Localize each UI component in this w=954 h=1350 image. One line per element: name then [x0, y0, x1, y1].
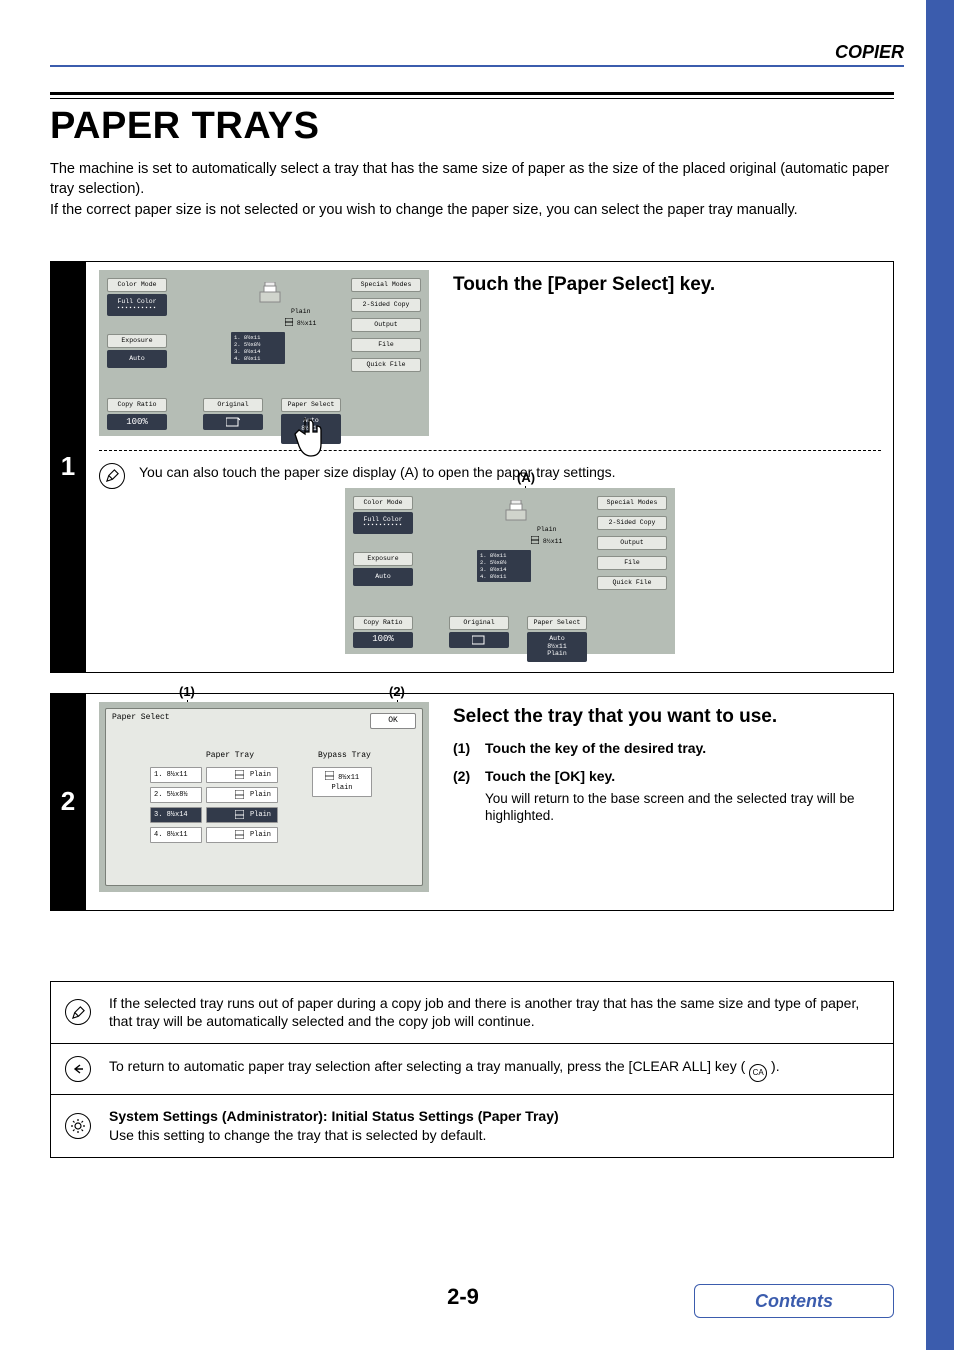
contents-button[interactable]: Contents: [694, 1284, 894, 1318]
tray-3-button-selected[interactable]: 3. 8½x14: [150, 807, 202, 823]
step-2: 2 (1) (2) Paper Select OK Paper: [50, 693, 894, 911]
paper-tray-col-label: Paper Tray: [206, 751, 254, 760]
center-paper-size: 8½x11: [285, 318, 316, 327]
note-2-text: To return to automatic paper tray select…: [109, 1057, 879, 1082]
exposure-value: Auto: [107, 350, 167, 368]
file-button-2[interactable]: File: [597, 556, 667, 570]
intro-text: The machine is set to automatically sele…: [50, 160, 894, 221]
color-mode-value: Full Color ▪▪▪▪▪▪▪▪▪▪: [107, 294, 167, 316]
center-paper-type-2: Plain: [537, 526, 557, 533]
step-1-heading: Touch the [Paper Select] key.: [453, 274, 881, 296]
intro-line-2: If the correct paper size is not selecte…: [50, 201, 894, 221]
color-mode-button[interactable]: Color Mode: [107, 278, 167, 292]
paper-select-title: Paper Select: [112, 713, 170, 722]
pencil-note-icon-2: [65, 999, 91, 1025]
output-button-2[interactable]: Output: [597, 536, 667, 550]
side-stripe: [926, 0, 954, 1350]
original-button[interactable]: Original: [203, 398, 263, 412]
two-sided-copy-button-2[interactable]: 2-Sided Copy: [597, 516, 667, 530]
center-paper-size-2: 8½x11: [531, 536, 562, 545]
notes-box: If the selected tray runs out of paper d…: [50, 981, 894, 1159]
copier-panel-bottom: Color Mode Full Color ▪▪▪▪▪▪▪▪▪▪ Exposur…: [345, 488, 675, 654]
center-paper-type: Plain: [291, 308, 311, 315]
printer-icon-2: [501, 500, 531, 524]
step-2-heading: Select the tray that you want to use.: [453, 706, 881, 728]
tray-3-type-selected[interactable]: Plain: [206, 807, 278, 823]
color-mode-value-2: Full Color ▪▪▪▪▪▪▪▪▪▪: [353, 512, 413, 534]
sub-1-text: Touch the key of the desired tray.: [485, 740, 706, 756]
file-button[interactable]: File: [351, 338, 421, 352]
tray-2-button[interactable]: 2. 5½x8½: [150, 787, 202, 803]
step-number-badge: 1: [50, 261, 86, 673]
color-mode-button-2[interactable]: Color Mode: [353, 496, 413, 510]
printer-icon: [255, 282, 285, 306]
bypass-tray-col-label: Bypass Tray: [318, 751, 371, 760]
copy-ratio-value-2: 100%: [353, 632, 413, 648]
callout-a-label: (A): [517, 470, 535, 485]
tray-1-button[interactable]: 1. 8½x11: [150, 767, 202, 783]
sub-1-num: (1): [453, 740, 477, 756]
ok-button[interactable]: OK: [370, 713, 416, 729]
return-icon: [65, 1056, 91, 1082]
header-bar: COPIER: [50, 42, 904, 67]
paper-select-button[interactable]: Paper Select: [281, 398, 341, 412]
step-1-note: You can also touch the paper size displa…: [139, 463, 881, 482]
note-3-text: System Settings (Administrator): Initial…: [109, 1107, 879, 1145]
gear-icon: [65, 1113, 91, 1139]
dashed-separator: [99, 450, 881, 451]
sub-2-desc: You will return to the base screen and t…: [485, 790, 881, 825]
tray-list[interactable]: 1. 8½x11 2. 5½x8½ 3. 8½x14 4. 8½x11: [231, 332, 285, 365]
paper-select-value: Auto 8½x11 Plain: [281, 414, 341, 444]
quick-file-button[interactable]: Quick File: [351, 358, 421, 372]
callout-2: (2): [389, 684, 405, 699]
clear-all-key-icon: CA: [749, 1064, 767, 1082]
note-1-text: If the selected tray runs out of paper d…: [109, 994, 879, 1032]
exposure-button-2[interactable]: Exposure: [353, 552, 413, 566]
copy-ratio-button-2[interactable]: Copy Ratio: [353, 616, 413, 630]
special-modes-button-2[interactable]: Special Modes: [597, 496, 667, 510]
tray-1-type[interactable]: Plain: [206, 767, 278, 783]
paper-select-screen: Paper Select OK Paper Tray Bypass Tray 1…: [99, 702, 429, 892]
intro-line-1: The machine is set to automatically sele…: [50, 160, 894, 199]
step-number-badge-2: 2: [50, 693, 86, 911]
copy-ratio-button[interactable]: Copy Ratio: [107, 398, 167, 412]
tray-4-button[interactable]: 4. 8½x11: [150, 827, 202, 843]
original-icon-2: [449, 632, 509, 648]
original-button-2[interactable]: Original: [449, 616, 509, 630]
step-1: 1 Color Mode Full Color ▪▪▪▪▪▪▪▪▪▪ Expos…: [50, 261, 894, 673]
title-rule: [50, 92, 894, 99]
bypass-tray-button[interactable]: 8½x11 Plain: [312, 767, 372, 797]
output-button[interactable]: Output: [351, 318, 421, 332]
original-icon: [203, 414, 263, 430]
callout-1: (1): [179, 684, 195, 699]
quick-file-button-2[interactable]: Quick File: [597, 576, 667, 590]
copy-ratio-value: 100%: [107, 414, 167, 430]
section-title: COPIER: [835, 42, 904, 62]
tray-list-2[interactable]: 1. 8½x11 2. 5½x8½ 3. 8½x14 4. 8½x11: [477, 550, 531, 583]
exposure-value-2: Auto: [353, 568, 413, 586]
sub-2-text: Touch the [OK] key.: [485, 768, 615, 784]
tray-2-type[interactable]: Plain: [206, 787, 278, 803]
paper-select-value-2: Auto 8½x11 Plain: [527, 632, 587, 662]
special-modes-button[interactable]: Special Modes: [351, 278, 421, 292]
two-sided-copy-button[interactable]: 2-Sided Copy: [351, 298, 421, 312]
sub-2-num: (2): [453, 768, 477, 784]
pencil-note-icon: [99, 463, 125, 489]
paper-select-button-2[interactable]: Paper Select: [527, 616, 587, 630]
copier-panel-top: Color Mode Full Color ▪▪▪▪▪▪▪▪▪▪ Exposur…: [99, 270, 429, 436]
exposure-button[interactable]: Exposure: [107, 334, 167, 348]
page-title: PAPER TRAYS: [50, 105, 894, 148]
tray-4-type[interactable]: Plain: [206, 827, 278, 843]
